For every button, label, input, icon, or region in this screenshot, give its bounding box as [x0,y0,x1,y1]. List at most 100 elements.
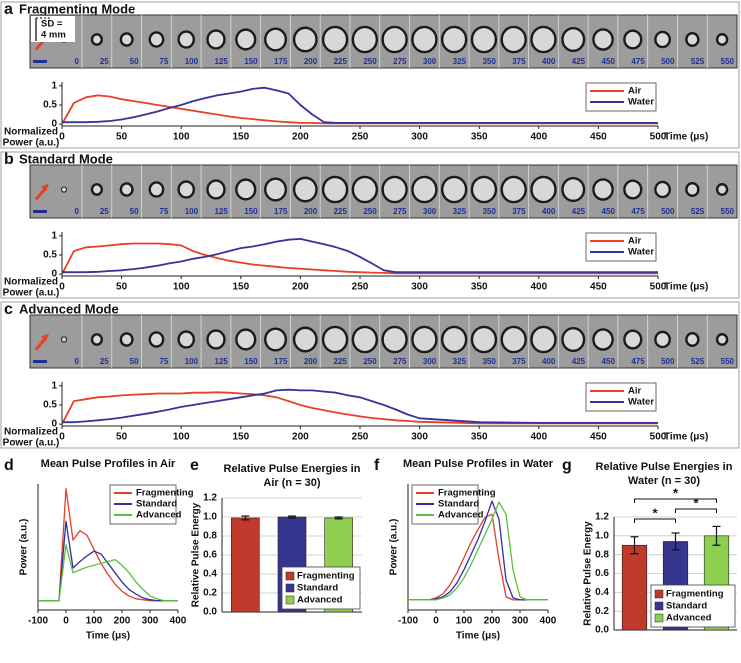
error-bar [241,515,250,521]
x-tick-label: 350 [471,132,488,143]
y-tick-label: 0 [51,419,57,430]
frame-time-label: 150 [244,207,258,216]
x-tick-label: 400 [170,616,187,627]
panel-border [0,1,740,149]
bubble-frame [177,180,196,199]
bubble-frame [685,181,700,197]
x-tick-label: 50 [116,432,128,443]
frame-time-label: 175 [274,57,288,66]
bubble-frame [500,325,527,354]
legend-label: Advanced [297,595,343,606]
panel-title: Advanced Mode [19,301,119,316]
bubble-frame [470,175,498,204]
y-axis-label: Relative Pulse Energy [191,502,202,607]
scale-label-box [31,16,75,42]
legend-label: Standard [666,601,707,612]
frame-time-label: 150 [244,357,258,366]
bubble-frame [292,326,318,353]
legend-label: Water [628,97,654,108]
panel-border [0,151,740,299]
frame-time-label: 25 [100,57,109,66]
panel-letter: a [4,1,13,18]
x-tick-label: 300 [411,432,428,443]
frame-time-label: 75 [159,357,168,366]
x-tick-label: 350 [471,432,488,443]
frame-time-label: 475 [631,57,645,66]
bubble-frame [90,33,103,46]
bubble-frame [206,29,226,50]
y-tick-label: 0.4 [595,587,609,598]
frame-time-label: 175 [274,357,288,366]
y-axis-label: Power (a.u.) [3,438,60,449]
error-bar [334,516,343,520]
x-tick-label: 100 [173,432,190,443]
bubble-frame [235,178,257,201]
frame-time-label: 275 [393,57,407,66]
x-tick-label: 450 [590,432,607,443]
frame-time-label: 500 [661,357,675,366]
frame-time-label: 450 [602,207,616,216]
legend-label: Air [628,386,642,397]
significance-label: * [693,495,699,510]
legend-label: Air [628,86,642,97]
y-axis-label: Relative Pulse Energy [583,521,594,626]
frame-time-label: 50 [130,57,139,66]
frame-time-label: 125 [215,207,229,216]
y-axis-label: Normalized [4,427,58,438]
bubble-frame [530,25,557,54]
laser-arrow-head [41,183,49,192]
frame-time-label: 275 [393,207,407,216]
frame-time-label: 400 [542,57,556,66]
y-tick-label: 0 [51,269,57,280]
x-axis-label: Time (μs) [664,282,708,293]
x-tick-label: 0 [59,282,65,293]
bubble-frame [292,176,318,203]
significance-bracket [634,518,676,523]
bubble-frame [440,25,468,54]
panel-letter: f [374,457,380,474]
chart-title: Air (n = 30) [263,477,320,489]
x-tick-label: 0 [433,616,439,627]
bubble-frame [90,333,103,346]
x-tick-label: 250 [352,282,369,293]
x-tick-label: 100 [456,616,473,627]
frame-time-label: 350 [482,207,496,216]
panel-letter: b [4,151,14,168]
scale-bar [33,210,47,213]
series-line [62,238,658,274]
series-line [38,520,178,602]
frame-time-label: 475 [631,207,645,216]
y-axis-label: Power (a.u.) [389,519,400,576]
x-tick-label: 450 [590,132,607,143]
x-tick-label: 300 [142,616,159,627]
y-axis-label: Normalized [4,127,58,138]
x-tick-label: 250 [352,432,369,443]
y-tick-label: 1 [51,230,57,241]
bubble-frame [148,181,165,198]
frame-time-label: 275 [393,357,407,366]
y-tick-label: 0.2 [203,588,217,599]
bubble-frame [381,175,408,204]
x-tick-label: 400 [530,132,547,143]
legend-swatch [654,589,664,599]
bar [231,517,260,613]
y-axis-label: Normalized [4,277,58,288]
y-axis-label: Power (a.u.) [3,138,60,149]
frame-time-label: 250 [363,207,377,216]
series-line [61,391,658,425]
series-line [62,86,658,124]
bubble-frame [500,175,527,204]
bar [621,544,648,631]
frame-time-label: 325 [453,57,467,66]
y-tick-label: 1 [51,380,57,391]
series-line [408,501,548,601]
bubble-frame [292,26,318,53]
bubble-frame [264,27,288,52]
y-tick-label: 1 [51,80,57,91]
x-axis-label: Time (μs) [456,631,500,642]
frame-time-label: 75 [159,207,168,216]
bubble-frame [264,327,288,352]
frame-time-label: 300 [423,207,437,216]
legend-swatch [654,601,664,611]
frame-time-label: 250 [363,57,377,66]
